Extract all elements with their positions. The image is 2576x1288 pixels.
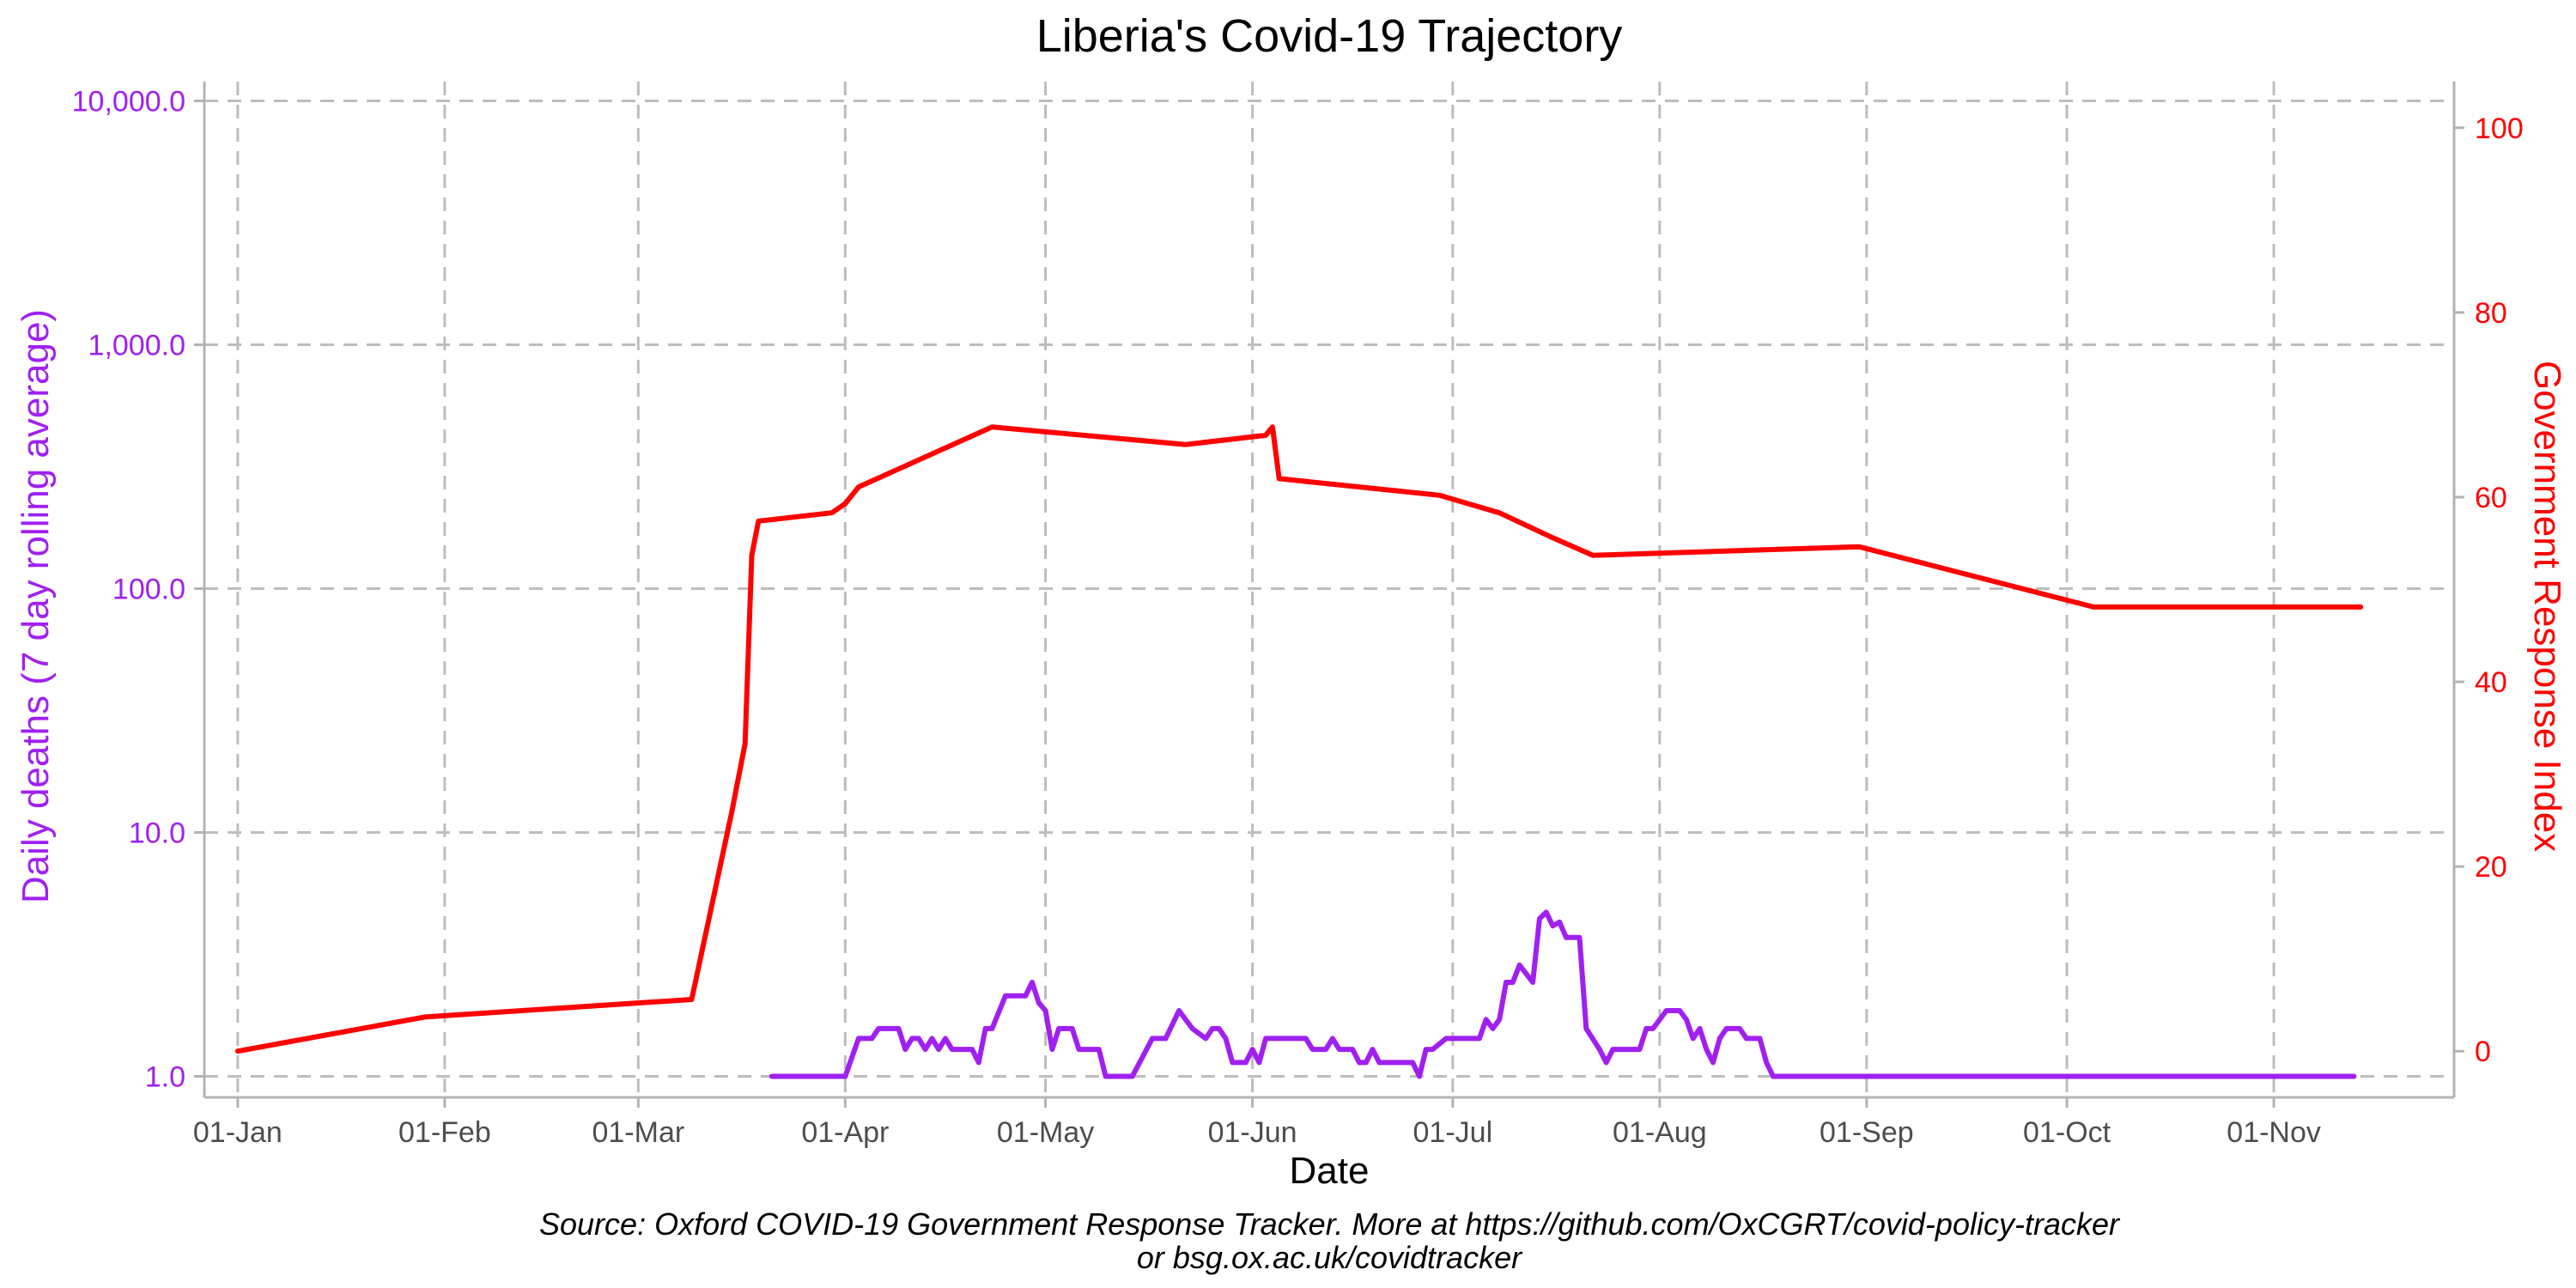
x-tick-label: 01-Nov	[2227, 1116, 2321, 1149]
x-tick-label: 01-Mar	[592, 1116, 684, 1149]
x-tick-label: 01-Jan	[193, 1116, 283, 1149]
left-tick-label: 1.0	[145, 1061, 185, 1094]
right-tick-label: 100	[2475, 112, 2524, 145]
right-tick-label: 80	[2475, 297, 2507, 330]
x-tick-label: 01-Aug	[1613, 1116, 1707, 1149]
x-axis-title: Date	[1290, 1150, 1370, 1192]
left-axis-ticks: 1.0 10.0 100.0 1,000.0 10,000.0	[72, 85, 204, 1094]
source-caption-line-2: or bsg.ox.ac.uk/covidtracker	[1137, 1240, 1523, 1275]
source-caption-line-1: Source: Oxford COVID-19 Government Respo…	[539, 1206, 2121, 1242]
right-tick-label: 60	[2475, 482, 2507, 514]
x-tick-label: 01-Oct	[2023, 1116, 2111, 1149]
government-response-index-line	[234, 424, 2364, 1054]
left-tick-label: 10,000.0	[72, 85, 185, 118]
right-tick-label: 0	[2475, 1036, 2491, 1068]
series-lines	[234, 424, 2364, 1079]
gridlines	[204, 82, 2454, 1097]
x-tick-label: 01-Jul	[1413, 1116, 1493, 1149]
x-tick-label: 01-Apr	[801, 1116, 889, 1149]
left-tick-label: 1,000.0	[88, 329, 185, 361]
x-tick-label: 01-Feb	[398, 1116, 491, 1149]
x-tick-label: 01-Sep	[1820, 1116, 1914, 1149]
chart-title: Liberia's Covid-19 Trajectory	[1036, 10, 1623, 62]
x-tick-label: 01-Jun	[1208, 1116, 1297, 1149]
left-tick-label: 100.0	[112, 574, 185, 606]
left-tick-label: 10.0	[129, 817, 185, 850]
x-tick-label: 01-May	[997, 1116, 1094, 1149]
right-axis-ticks: 0 20 40 60 80 100	[2454, 112, 2524, 1068]
right-tick-label: 20	[2475, 851, 2507, 884]
daily-deaths-line	[769, 909, 2357, 1079]
left-axis-title: Daily deaths (7 day rolling average)	[15, 309, 57, 903]
right-axis-title: Government Response Index	[2526, 361, 2568, 852]
right-tick-label: 40	[2475, 666, 2507, 699]
x-axis-ticks: 01-Jan 01-Feb 01-Mar 01-Apr 01-May 01-Jun 01-J…	[193, 1097, 2321, 1149]
